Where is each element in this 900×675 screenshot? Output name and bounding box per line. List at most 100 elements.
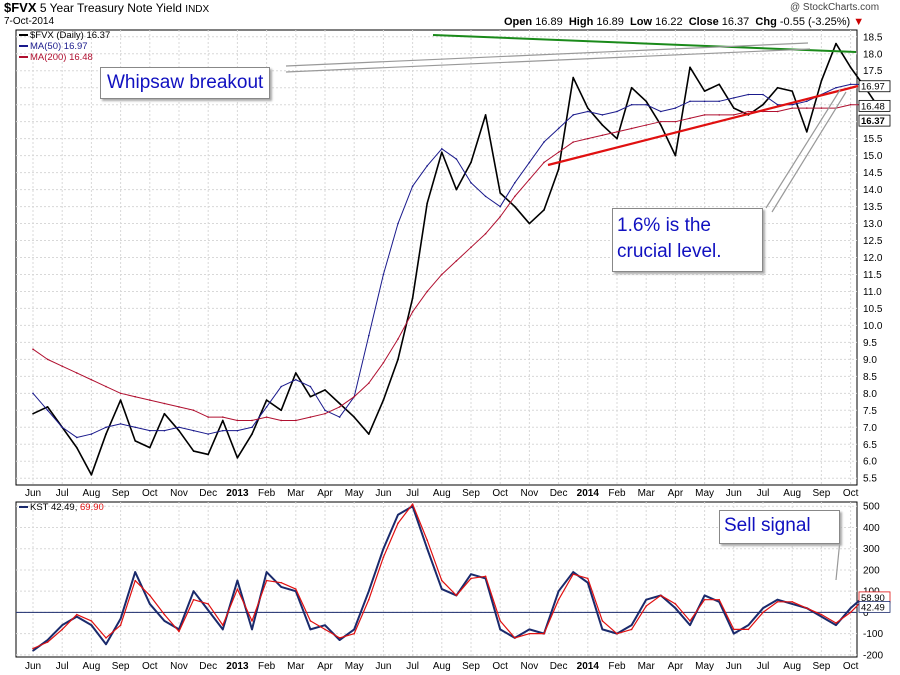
kst-signal-line-point (733, 628, 735, 631)
ma200-line-point (265, 416, 268, 418)
ma50-line-point (61, 426, 63, 429)
kst-signal-line-point (718, 598, 720, 601)
fvx-price-line-point (455, 188, 458, 191)
kst-y-tick: 0 (863, 608, 869, 619)
kst-signal-line-point (119, 624, 122, 626)
fvx-price-line-point (236, 457, 239, 459)
x-tick-label: 2013 (226, 488, 249, 499)
fvx-price-line-point (543, 209, 545, 211)
ma50-line-point (528, 161, 531, 164)
x-tick-label: 2014 (577, 661, 600, 672)
kst-signal-line-point (411, 503, 414, 505)
price-y-tick: 9.0 (863, 355, 877, 366)
price-y-tick: 15.5 (863, 134, 883, 145)
ma200-line-point (426, 290, 429, 293)
x-tick-label: Jul (406, 661, 419, 672)
ma200-line-point (236, 419, 239, 422)
kst-y-tick: -100 (863, 629, 883, 640)
ma200-line-point (441, 273, 443, 276)
ma50-line-point (280, 385, 283, 388)
ma200-line-point (280, 419, 283, 422)
kst-signal-line-point (280, 581, 283, 584)
chg-value: -0.55 (-3.25%) (779, 16, 851, 28)
fvx-price-line-point (105, 433, 107, 435)
kst-series (32, 503, 881, 652)
fvx-price-line-point (76, 446, 78, 449)
high-label: High (568, 16, 594, 28)
ma50-line-point (849, 83, 852, 86)
close-label: Close (688, 16, 719, 28)
kst-line-point (280, 586, 283, 588)
ma50-line-point (382, 273, 385, 276)
x-tick-label: Oct (492, 488, 508, 499)
kst-signal-line-point (426, 539, 429, 542)
kst-line-point (61, 624, 63, 626)
fvx-price-line-point (178, 429, 180, 432)
legend-item: MA(50) 16.97 (30, 41, 88, 52)
kst-signal-line-point (324, 628, 326, 631)
fvx-price-line-point (338, 402, 341, 405)
kst-signal-line-point (572, 573, 574, 575)
kst-tag: 42.49 (861, 602, 885, 613)
ma50-line-point (178, 426, 180, 429)
x-tick-label: Apr (668, 488, 684, 499)
ma50-line-point (674, 107, 677, 109)
ma200-line-point (660, 120, 662, 123)
ma50-line-point (309, 385, 312, 388)
ma50-line-point (236, 429, 239, 432)
fvx-price-line-point (601, 124, 604, 126)
x-tick-label: Aug (83, 488, 101, 499)
legend-item: $FVX (Daily) 16.37 (30, 30, 110, 41)
ma200-line-point (353, 395, 356, 398)
kst-line-point (163, 620, 166, 622)
kst-signal-line-point (178, 630, 180, 633)
kst-signal-line-point (557, 598, 560, 601)
ma50-line-point (733, 97, 735, 99)
kst-line-point (324, 624, 326, 626)
x-tick-label: Jun (375, 661, 391, 672)
x-tick-label: Jun (25, 488, 41, 499)
ma200-line-point (572, 141, 574, 143)
kst-signal-line-point (747, 628, 750, 631)
kst-line-point (528, 628, 531, 631)
kst-signal-line-point (849, 611, 852, 614)
fvx-price-line-point (514, 205, 516, 208)
x-tick-label: Sep (462, 488, 480, 499)
kst-signal-line-point (192, 598, 195, 601)
kst-line-point (32, 649, 34, 652)
ma50-line-point (251, 426, 253, 429)
kst-line-point (382, 547, 385, 550)
ma200-line-point (207, 416, 209, 418)
x-tick-label: Oct (843, 488, 859, 499)
price-y-tick: 18.0 (863, 49, 883, 60)
fvx-price-line-point (295, 372, 297, 374)
kst-line-point (46, 639, 49, 641)
kst-signal-line-point (543, 632, 545, 635)
fvx-price-line-point (426, 202, 429, 204)
kst-signal-line-point (309, 620, 312, 622)
fvx-price-line-point (134, 440, 136, 442)
sell-signal-callout: Sell signal (719, 510, 840, 544)
kst-signal-line-point (265, 579, 268, 582)
fvx-price-line-point (192, 450, 195, 452)
kst-line-point (265, 571, 268, 573)
kst-line-point (835, 624, 837, 626)
x-tick-label: 2014 (577, 488, 600, 499)
kst-signal-line-point (163, 613, 166, 616)
ma200-line-point (514, 195, 516, 198)
ma200-line-point (90, 378, 93, 381)
ma200-line-point (820, 107, 823, 109)
kst-signal-line-point (528, 632, 531, 635)
ma200-line-point (119, 392, 122, 395)
fvx-price-line-point (616, 137, 618, 140)
ma200-line-point (149, 399, 151, 401)
ma200-line-point (324, 412, 326, 415)
ma50-line-point (397, 222, 399, 225)
kst-line-point (309, 628, 312, 631)
kst-signal-line-point (616, 632, 618, 635)
kst-signal-line-point (587, 577, 589, 580)
fvx-price-line-point (499, 192, 502, 194)
kst-signal-line-point (645, 605, 647, 607)
